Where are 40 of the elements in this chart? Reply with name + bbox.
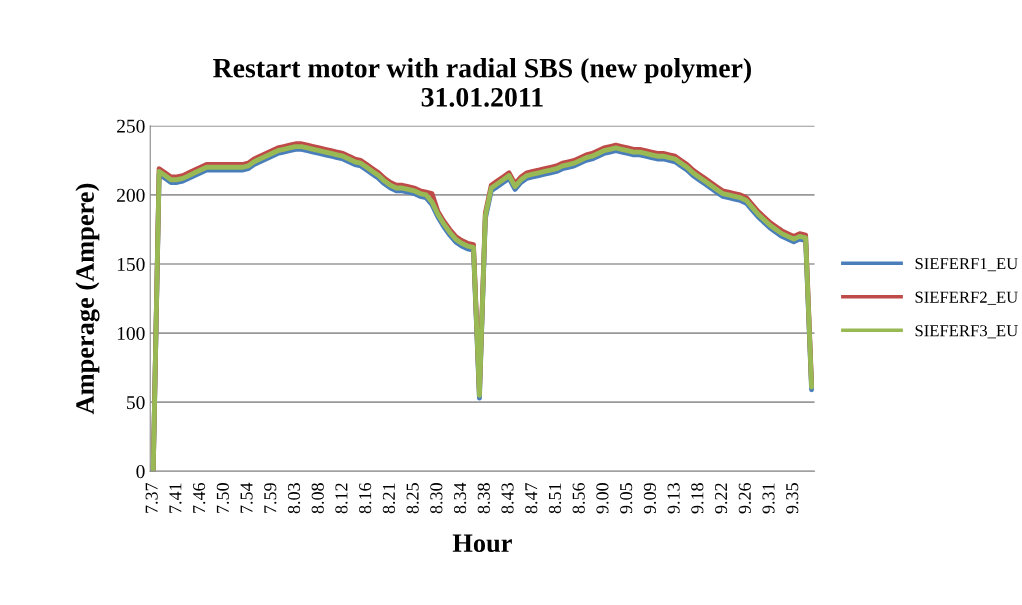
x-tick-label: 8.03	[287, 483, 301, 514]
x-tick-label: 8.38	[477, 483, 490, 514]
x-tick-label: 7.46	[193, 482, 206, 513]
x-tick-label: 9.18	[691, 483, 704, 514]
x-tick-label: 9.22	[714, 483, 728, 514]
x-tick-label: 7.59	[264, 483, 277, 513]
x-tick-label: 9.00	[596, 483, 609, 514]
x-tick-label: 8.08	[311, 483, 324, 514]
chart-title: Restart motor with radial SBS (new polymer) 31.01.2011	[213, 58, 751, 107]
y-tick-label: 250	[117, 119, 145, 133]
y-tick-label: 200	[117, 188, 145, 202]
x-tick-label: 8.12	[335, 483, 348, 514]
x-tick-label: 9.13	[667, 483, 680, 514]
x-tick-label: 8.47	[525, 482, 538, 514]
legend-label: SIEFERF2_EU	[915, 291, 1018, 305]
x-tick-label: 9.09	[643, 483, 657, 514]
x-axis-title: Hour	[452, 534, 512, 553]
x-tick-label: 9.26	[738, 482, 751, 514]
y-tick-label: 100	[117, 326, 145, 341]
x-tick-label: 9.35	[786, 483, 799, 514]
y-tick-label: 150	[117, 257, 145, 271]
x-tick-label: 8.34	[453, 482, 467, 514]
y-axis-title: Amperage (Ampere)	[75, 183, 100, 415]
x-tick-label: 7.37	[145, 482, 158, 513]
x-tick-label: 9.31	[762, 483, 775, 514]
x-tick-label: 8.43	[501, 483, 514, 514]
x-tick-label: 9.05	[620, 483, 633, 514]
x-tick-label: 7.54	[240, 482, 253, 513]
x-tick-label: 8.30	[430, 483, 443, 514]
x-tick-label: 7.50	[216, 483, 229, 513]
y-tick-label: 0	[136, 465, 145, 479]
x-tick-label: 8.21	[382, 483, 396, 514]
x-tick-label: 8.16	[359, 482, 372, 514]
legend-label: SIEFERF3_EU	[915, 325, 1018, 339]
y-tick-label: 50	[127, 396, 145, 410]
x-tick-label: 8.25	[406, 483, 419, 514]
x-tick-label: 8.56	[572, 482, 585, 514]
x-tick-label: 8.51	[548, 483, 562, 514]
legend-label: SIEFERF1_EU	[915, 258, 1018, 272]
x-tick-label: 7.41	[169, 483, 182, 513]
